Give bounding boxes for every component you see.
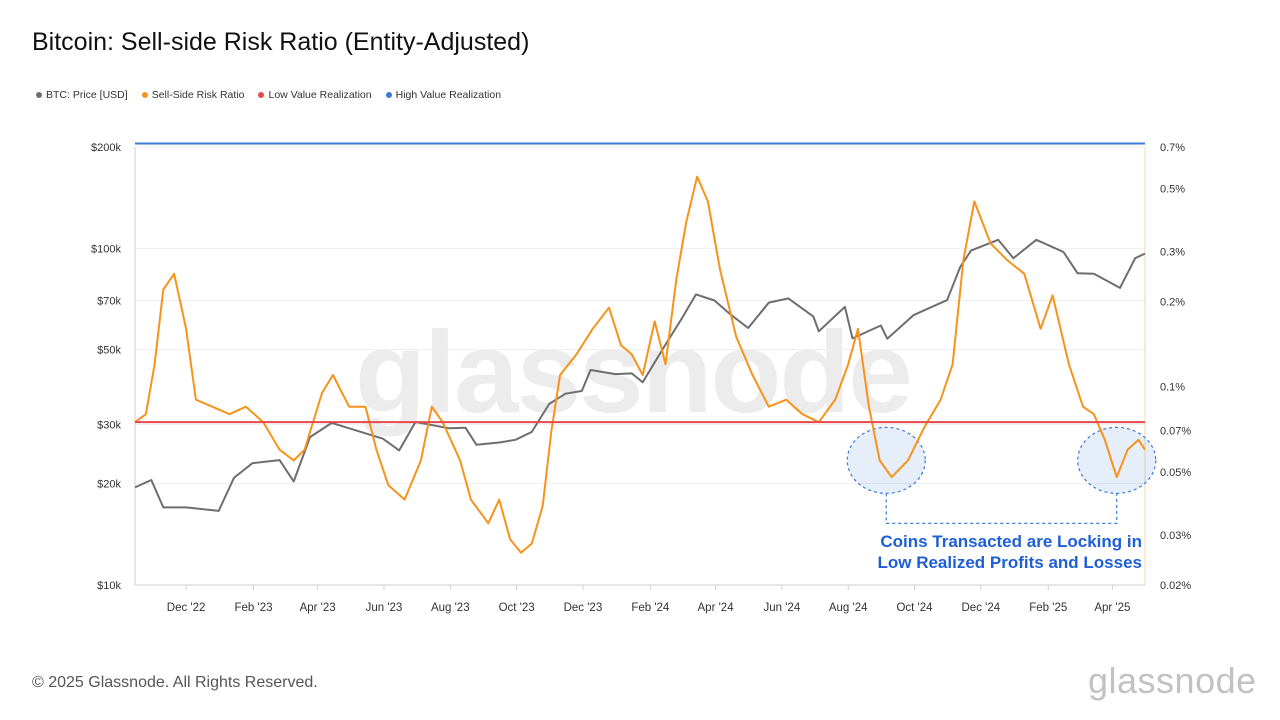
legend-label-ssr: Sell-Side Risk Ratio [151, 89, 245, 101]
x-tick-label: Oct '23 [499, 602, 535, 614]
copyright: © 2025 Glassnode. All Rights Reserved. [32, 674, 318, 691]
legend-item-price[interactable]: BTC: Price [USD] [36, 89, 128, 101]
y-left-tick-label: $20k [97, 479, 121, 491]
y-right-tick-label: 0.5% [1160, 183, 1185, 195]
x-tick-label: Feb '25 [1029, 602, 1067, 614]
price-line [134, 238, 1146, 512]
y-left-tick-label: $10k [97, 580, 121, 592]
legend-label-high: High Value Realization [395, 89, 502, 101]
y-right-tick-label: 0.07% [1160, 426, 1191, 438]
x-tick-label: Apr '25 [1094, 602, 1130, 614]
legend: BTC: Price [USD] Sell-Side Risk Ratio Lo… [36, 89, 501, 101]
y-right-tick-label: 0.02% [1160, 580, 1191, 592]
legend-label-price: BTC: Price [USD] [46, 89, 128, 101]
y-right-tick-label: 0.03% [1160, 530, 1191, 542]
x-tick-label: Dec '24 [962, 602, 1001, 614]
y-left-tick-label: $50k [97, 345, 121, 357]
highlight-bracket [885, 493, 1118, 524]
legend-item-high[interactable]: High Value Realization [385, 89, 502, 101]
legend-dot-ssr [141, 92, 148, 98]
chart-title: Bitcoin: Sell-side Risk Ratio (Entity-Ad… [32, 28, 530, 56]
highlight-circle [846, 426, 926, 494]
legend-item-ssr[interactable]: Sell-Side Risk Ratio [141, 89, 245, 101]
x-tick-label: Feb '23 [235, 602, 273, 614]
x-tick-label: Dec '23 [564, 602, 603, 614]
x-tick-label: Aug '23 [431, 602, 470, 614]
highlight-circle [1077, 426, 1157, 494]
y-left-tick-label: $70k [97, 295, 121, 307]
y-left-tick-label: $100k [91, 243, 121, 255]
annotation-line-2: Low Realized Profits and Losses [877, 553, 1142, 572]
annotation-text: Coins Transacted are Locking in Low Real… [852, 531, 1142, 573]
y-left-tick-label: $30k [97, 419, 121, 431]
watermark: glassnode [355, 307, 913, 437]
legend-dot-price [36, 92, 42, 98]
legend-item-low[interactable]: Low Value Realization [258, 89, 372, 101]
y-right-tick-label: 0.2% [1160, 296, 1185, 308]
y-right-tick-label: 0.05% [1160, 467, 1191, 479]
legend-label-low: Low Value Realization [268, 89, 372, 101]
x-tick-label: Feb '24 [631, 602, 670, 614]
y-right-tick-label: 0.1% [1160, 382, 1185, 394]
sell-side-risk-line [134, 175, 1146, 554]
x-tick-label: Dec '22 [167, 602, 206, 614]
y-right-tick-label: 0.3% [1160, 246, 1185, 258]
y-left-tick-label: $200k [91, 142, 121, 154]
x-tick-label: Apr '24 [698, 602, 735, 614]
y-right-tick-label: 0.7% [1160, 142, 1185, 154]
brand-logo: glassnode [1088, 660, 1257, 701]
legend-dot-low [258, 92, 265, 98]
x-tick-label: Apr '23 [300, 602, 336, 614]
legend-dot-high [385, 92, 392, 98]
annotation-line-1: Coins Transacted are Locking in [880, 532, 1142, 551]
x-tick-label: Jun '23 [366, 602, 403, 614]
x-tick-label: Oct '24 [896, 602, 933, 614]
x-tick-label: Jun '24 [764, 602, 801, 614]
x-tick-label: Aug '24 [829, 602, 868, 614]
